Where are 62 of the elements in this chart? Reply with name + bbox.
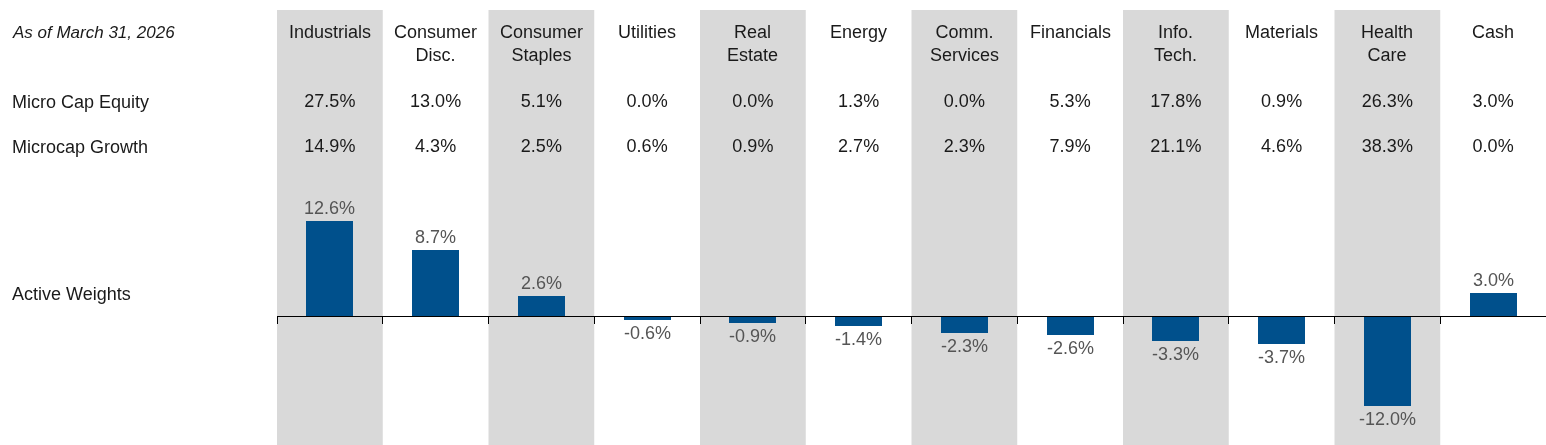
data-label: 8.7%	[414, 227, 457, 247]
data-label: 0.0%	[732, 90, 774, 111]
category-label: Energy	[830, 22, 888, 42]
bar	[1364, 316, 1411, 406]
data-label: -12.0%	[1358, 409, 1417, 429]
data-label: 17.8%	[1150, 90, 1202, 111]
bar	[412, 250, 459, 316]
data-label: -0.6%	[623, 323, 672, 343]
data-label: 3.0%	[1472, 270, 1515, 290]
data-label: 4.3%	[415, 135, 457, 156]
data-label: -0.9%	[728, 326, 777, 346]
data-label: 2.3%	[943, 135, 985, 156]
category-label: Utilities	[618, 22, 677, 42]
data-label: 4.6%	[1261, 135, 1303, 156]
bar	[941, 316, 988, 333]
data-label: 0.0%	[943, 90, 985, 111]
bar	[1470, 293, 1517, 316]
data-label: 27.5%	[304, 90, 356, 111]
data-label: -1.4%	[834, 329, 883, 349]
data-label: 2.6%	[520, 273, 563, 293]
data-label: 1.3%	[838, 90, 880, 111]
data-label: 38.3%	[1361, 135, 1413, 156]
category-label: Comm. Services	[930, 22, 1000, 66]
bar	[306, 221, 353, 316]
data-label: 5.3%	[1049, 90, 1091, 111]
data-label: -3.3%	[1151, 344, 1200, 364]
bar	[835, 316, 882, 326]
text: Micro Cap Equity	[12, 92, 150, 112]
data-label: 14.9%	[304, 135, 356, 156]
category-label: Materials	[1245, 22, 1319, 42]
data-label: 0.9%	[1261, 90, 1303, 111]
category-label: Consumer Disc.	[394, 22, 478, 66]
data-label: -3.7%	[1257, 347, 1306, 367]
category-label: Cash	[1472, 22, 1515, 42]
text: As of March 31, 2026	[12, 23, 176, 42]
data-label: 3.0%	[1472, 90, 1514, 111]
bar	[1258, 316, 1305, 344]
category-label: Info. Tech.	[1154, 22, 1198, 66]
data-label: -2.3%	[940, 336, 989, 356]
data-label: 12.6%	[303, 198, 356, 218]
data-label: 7.9%	[1049, 135, 1091, 156]
data-label: 13.0%	[410, 90, 462, 111]
data-label: 0.6%	[626, 135, 668, 156]
category-label: Consumer Staples	[500, 22, 584, 66]
category-label: Industrials	[289, 22, 372, 42]
category-label: Financials	[1030, 22, 1112, 42]
data-label: 21.1%	[1150, 135, 1202, 156]
data-label: 26.3%	[1361, 90, 1413, 111]
text: Active Weights	[12, 284, 131, 304]
text: Microcap Growth	[12, 137, 149, 157]
data-label: 2.5%	[520, 135, 562, 156]
data-label: -2.6%	[1046, 338, 1095, 358]
data-label: 0.9%	[732, 135, 774, 156]
data-label: 0.0%	[626, 90, 668, 111]
bar	[1047, 316, 1094, 335]
data-label: 5.1%	[520, 90, 562, 111]
data-label: 2.7%	[838, 135, 880, 156]
bar	[518, 296, 565, 316]
data-label: 0.0%	[1472, 135, 1514, 156]
category-label: Health Care	[1361, 22, 1414, 66]
category-label: Real Estate	[727, 22, 779, 66]
bar	[1152, 316, 1199, 341]
